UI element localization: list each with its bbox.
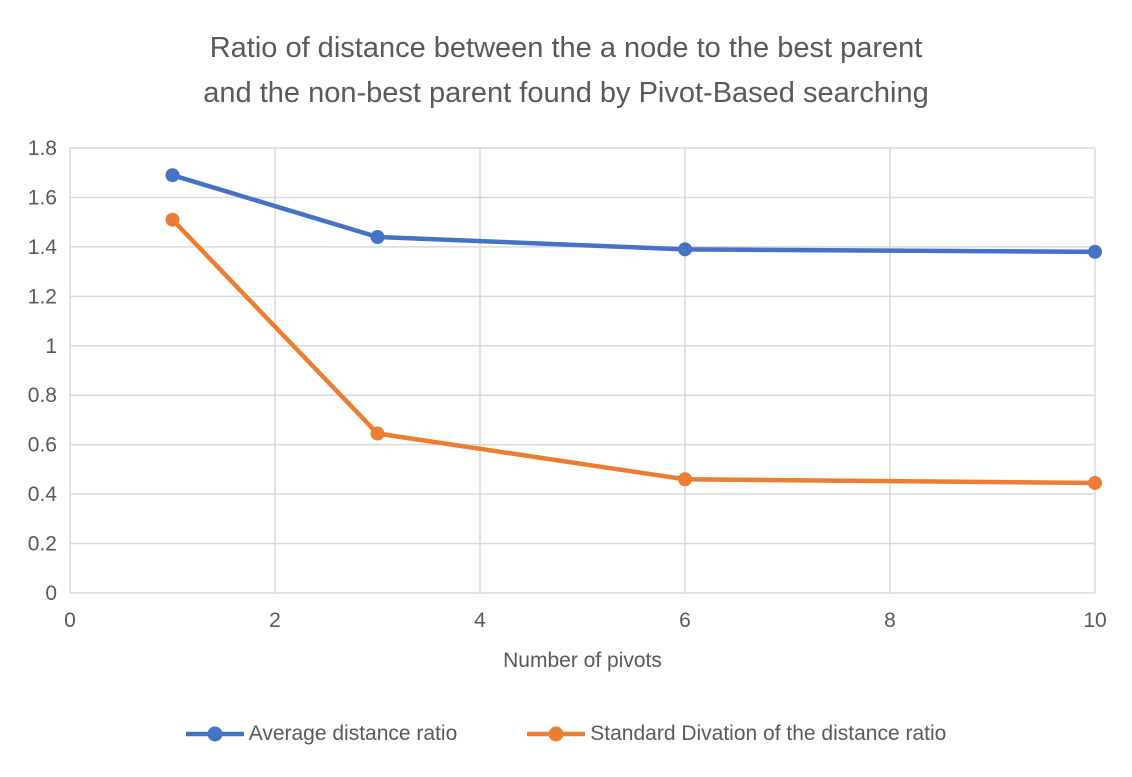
chart-title: Ratio of distance between the a node to … bbox=[0, 26, 1132, 116]
legend-line-marker-icon bbox=[527, 726, 586, 742]
y-axis-tick-label: 0.8 bbox=[28, 384, 57, 407]
legend-dot-marker-icon bbox=[207, 726, 223, 742]
y-axis-tick-label: 0.2 bbox=[28, 533, 57, 556]
data-point-marker bbox=[370, 426, 385, 441]
chart-title-line-2: and the non-best parent found by Pivot-B… bbox=[203, 77, 929, 109]
x-axis-tick-label: 2 bbox=[269, 609, 281, 632]
y-axis-tick-label: 0 bbox=[45, 582, 57, 605]
data-point-marker bbox=[370, 230, 385, 244]
x-axis-tick-label: 0 bbox=[64, 609, 76, 632]
x-axis-title: Number of pivots bbox=[503, 649, 662, 672]
data-point-marker bbox=[1088, 244, 1102, 259]
legend-item-average-distance-ratio: Average distance ratio bbox=[185, 722, 458, 746]
legend-label-standard-deviation: Standard Divation of the distance ratio bbox=[590, 722, 947, 745]
chart-title-line-1: Ratio of distance between the a node to … bbox=[209, 32, 923, 64]
y-axis-tick-label: 1.2 bbox=[28, 285, 57, 308]
legend-line-marker-icon bbox=[185, 726, 244, 742]
y-axis-tick-label: 1.4 bbox=[28, 236, 58, 259]
x-axis-tick-label: 10 bbox=[1083, 609, 1106, 632]
x-axis-tick-label: 6 bbox=[679, 609, 691, 632]
x-axis-tick-label: 4 bbox=[474, 609, 486, 632]
data-point-marker bbox=[165, 212, 180, 227]
y-axis-tick-label: 1.8 bbox=[28, 137, 57, 160]
y-axis-tick-label: 1 bbox=[45, 335, 57, 358]
data-point-marker bbox=[678, 472, 692, 487]
data-point-marker bbox=[678, 242, 692, 257]
data-point-marker bbox=[1088, 475, 1102, 490]
series-line-0 bbox=[170, 172, 1098, 255]
legend-dot-marker-icon bbox=[548, 726, 564, 742]
x-axis-tick-label: 8 bbox=[884, 609, 896, 632]
y-axis-tick-label: 1.6 bbox=[28, 186, 57, 209]
legend-label-average-distance-ratio: Average distance ratio bbox=[248, 722, 458, 745]
y-axis-tick-label: 0.6 bbox=[28, 434, 57, 457]
plot-area: 0 0.2 0.4 0.6 0.8 1 1.2 1.4 1.6 1.8 0 2 4 6 8 10 Number … bbox=[28, 137, 1107, 672]
series-line-1 bbox=[170, 217, 1098, 486]
legend-item-standard-deviation: Standard Divation of the distance ratio bbox=[527, 722, 946, 746]
data-point-marker bbox=[165, 168, 180, 183]
legend: Average distance ratio Standard Divation… bbox=[0, 722, 1132, 746]
y-axis-tick-label: 0.4 bbox=[28, 483, 58, 506]
